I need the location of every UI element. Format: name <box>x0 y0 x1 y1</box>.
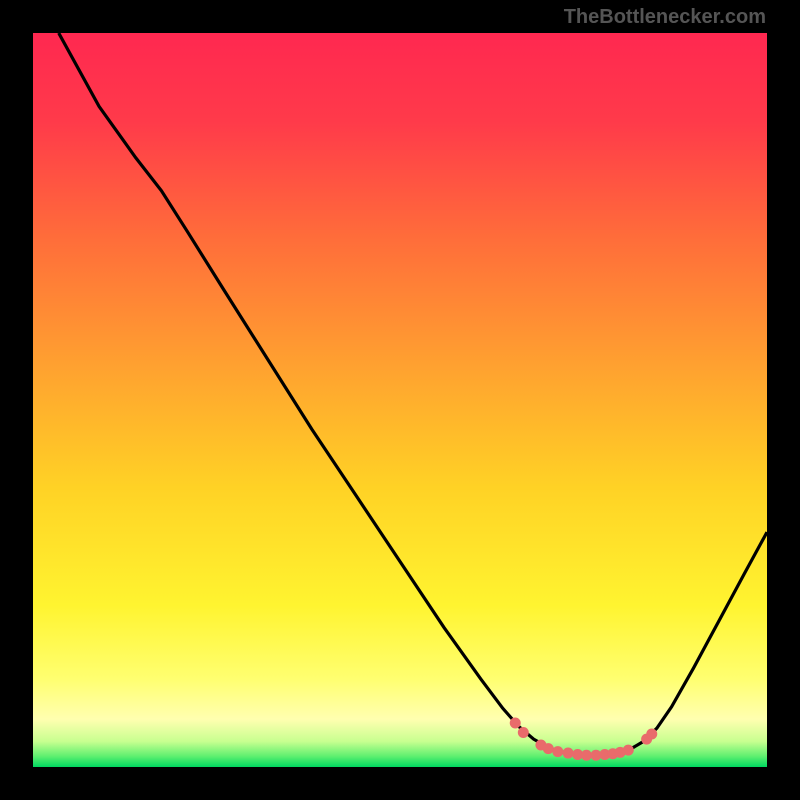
curve-marker <box>563 748 574 759</box>
plot-area <box>33 33 767 767</box>
attribution-text: TheBottlenecker.com <box>564 6 766 29</box>
chart-canvas: TheBottlenecker.com <box>0 0 800 800</box>
curve-marker <box>646 728 657 739</box>
curve-marker <box>543 743 554 754</box>
curve-marker <box>510 717 521 728</box>
curve-layer <box>33 33 767 767</box>
curve-marker <box>518 727 529 738</box>
curve-marker <box>623 745 634 756</box>
curve-marker <box>581 750 592 761</box>
bottleneck-curve <box>59 33 767 755</box>
curve-marker <box>552 746 563 757</box>
